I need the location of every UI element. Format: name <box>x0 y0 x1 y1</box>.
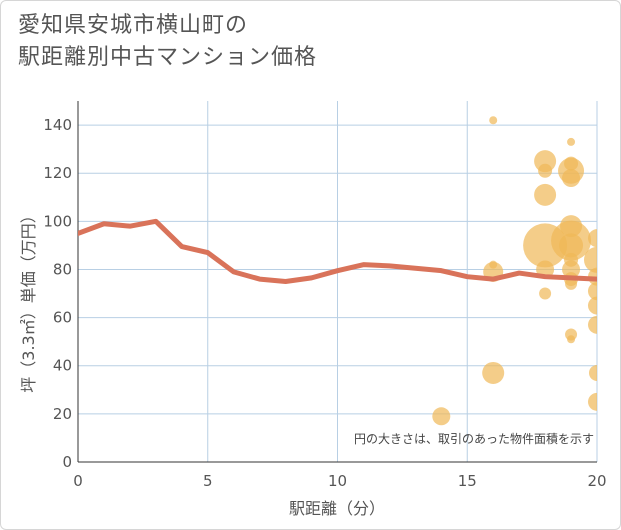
y-axis-label: 坪（3.3㎡）単価（万円） <box>19 207 38 392</box>
data-bubble <box>584 246 597 273</box>
data-bubble <box>538 163 553 178</box>
horizontal-gridlines <box>78 124 597 415</box>
data-bubble <box>482 361 505 384</box>
y-tick-label: 120 <box>43 164 72 182</box>
data-bubble <box>432 407 451 426</box>
data-bubble <box>567 137 576 146</box>
data-bubble <box>588 282 597 301</box>
data-bubble <box>588 315 597 334</box>
line-layer <box>78 218 597 284</box>
data-bubble <box>562 169 581 188</box>
x-tick-label: 0 <box>73 472 83 490</box>
y-tick-label: 140 <box>43 116 72 134</box>
y-tick-label: 0 <box>62 453 72 471</box>
chart-title-line1: 愛知県安城市横山町の <box>18 13 249 38</box>
x-tick-label: 10 <box>328 472 347 490</box>
x-axis-label: 駅距離（分） <box>289 499 385 518</box>
average-price-line <box>78 218 597 284</box>
bubble-layer <box>432 116 597 426</box>
y-tick-label: 80 <box>53 260 72 278</box>
data-bubble <box>489 116 498 125</box>
chart-title: 愛知県安城市横山町の 駅距離別中古マンション価格 <box>18 10 317 74</box>
y-tick-label: 40 <box>53 357 72 375</box>
x-tick-labels: 0 5 10 15 20 <box>73 472 606 490</box>
data-bubble <box>588 296 597 315</box>
data-bubble <box>534 183 557 206</box>
data-bubble <box>567 335 576 344</box>
x-tick-label: 15 <box>458 472 477 490</box>
y-tick-labels: 0 20 40 60 80 100 120 140 <box>43 116 72 471</box>
data-bubble <box>539 287 552 300</box>
data-bubble <box>588 392 597 411</box>
chart-title-line2: 駅距離別中古マンション価格 <box>18 45 318 70</box>
bubble-size-note: 円の大きさは、取引のあった物件面積を示す <box>354 431 594 446</box>
data-bubble <box>565 277 578 290</box>
x-tick-label: 5 <box>203 472 213 490</box>
x-tick-label: 20 <box>587 472 606 490</box>
data-bubble <box>589 364 597 381</box>
data-bubble <box>588 229 597 248</box>
data-bubble <box>559 233 584 258</box>
y-tick-label: 60 <box>53 309 72 327</box>
y-tick-label: 20 <box>53 405 72 423</box>
y-tick-label: 100 <box>43 212 72 230</box>
